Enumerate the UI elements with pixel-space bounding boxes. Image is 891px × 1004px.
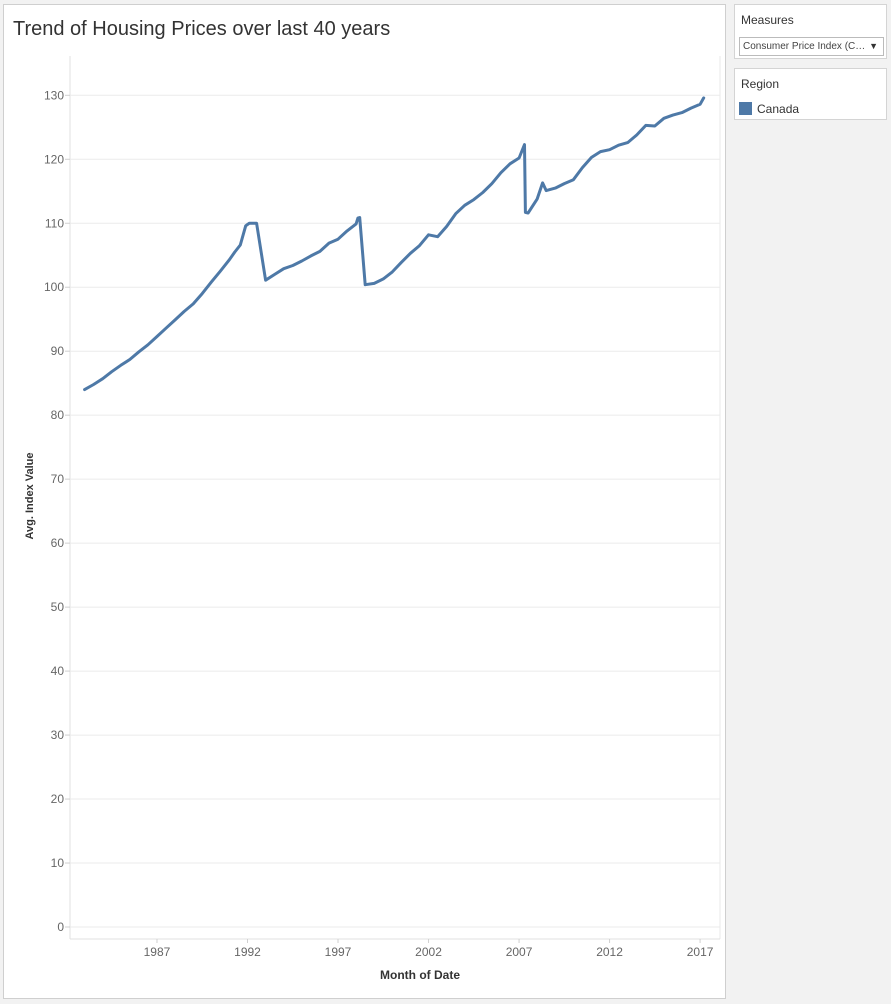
x-tick-label: 2002 xyxy=(415,945,442,959)
x-tick-label: 2012 xyxy=(596,945,623,959)
legend-item-canada[interactable]: Canada xyxy=(738,101,883,121)
chart-panel: 0 10 20 30 40 50 60 70 80 90 100 110 120 130 1987 1992 1… xyxy=(3,4,726,999)
y-tick-label: 110 xyxy=(45,216,64,230)
y-tick-label: 120 xyxy=(44,152,64,166)
x-tick-label: 2017 xyxy=(687,945,714,959)
y-tick-label: 10 xyxy=(51,856,65,870)
y-tick-label: 70 xyxy=(51,472,65,486)
region-legend-card: Region Canada xyxy=(734,68,887,120)
x-tick-label: 2007 xyxy=(506,945,533,959)
series-line-canada xyxy=(83,96,706,392)
measures-dropdown[interactable]: Consumer Price Index (CPI) ▼ xyxy=(739,37,884,56)
y-axis-title: Avg. Index Value xyxy=(24,452,36,539)
measures-selected-value: Consumer Price Index (CPI) xyxy=(743,41,867,52)
y-tick-label: 0 xyxy=(57,920,64,934)
y-tick-label: 100 xyxy=(44,280,64,294)
y-tick-label: 130 xyxy=(44,88,64,102)
legend-label-canada: Canada xyxy=(757,102,800,116)
y-tick-label: 90 xyxy=(51,344,65,358)
y-tick-label: 80 xyxy=(51,408,65,422)
dropdown-arrow-icon: ▼ xyxy=(869,41,878,51)
chart-title: Trend of Housing Prices over last 40 yea… xyxy=(13,18,391,40)
x-tick-label: 1997 xyxy=(325,945,352,959)
y-tick-label: 50 xyxy=(51,600,65,614)
y-tick-label: 30 xyxy=(51,728,65,742)
x-tick-label: 1992 xyxy=(234,945,261,959)
y-tick-label: 60 xyxy=(51,536,65,550)
y-tick-label: 20 xyxy=(51,792,65,806)
line-chart: 0 10 20 30 40 50 60 70 80 90 100 110 120 130 1987 1992 1… xyxy=(24,56,721,982)
legend-swatch-canada xyxy=(739,102,752,115)
measures-label: Measures xyxy=(741,13,794,27)
x-axis-title: Month of Date xyxy=(380,968,460,982)
region-label: Region xyxy=(741,77,780,91)
x-tick-label: 1987 xyxy=(144,945,171,959)
measures-filter-card: Measures Consumer Price Index (CPI) ▼ xyxy=(734,4,887,59)
y-tick-label: 40 xyxy=(51,664,65,678)
